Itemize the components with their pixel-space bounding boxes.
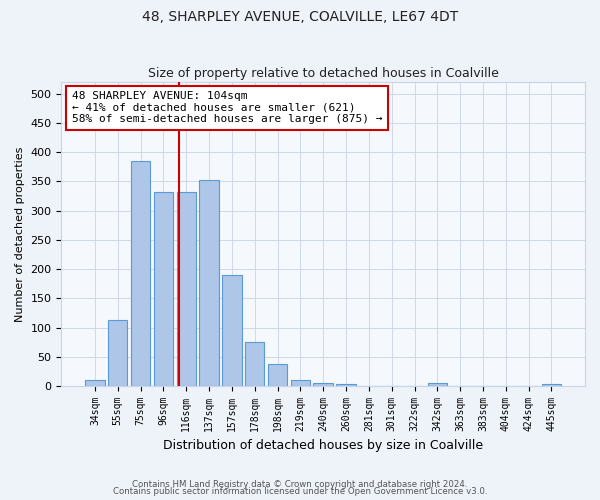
Bar (131, 161, 150, 386)
Y-axis label: Number of detached properties: Number of detached properties (15, 146, 25, 322)
Bar (290, 380, 310, 386)
Bar (85, 380, 104, 386)
Bar (154, 192, 173, 386)
Bar (313, 382, 333, 386)
Bar (222, 275, 242, 386)
Text: Contains HM Land Registry data © Crown copyright and database right 2024.: Contains HM Land Registry data © Crown c… (132, 480, 468, 489)
Title: Size of property relative to detached houses in Coalville: Size of property relative to detached ho… (148, 66, 499, 80)
Bar (268, 364, 287, 386)
Bar (176, 192, 196, 386)
Bar (245, 342, 265, 386)
Text: 48 SHARPLEY AVENUE: 104sqm
← 41% of detached houses are smaller (621)
58% of sem: 48 SHARPLEY AVENUE: 104sqm ← 41% of deta… (72, 91, 382, 124)
Bar (428, 384, 447, 386)
Bar (199, 180, 219, 386)
Text: Contains public sector information licensed under the Open Government Licence v3: Contains public sector information licen… (113, 488, 487, 496)
X-axis label: Distribution of detached houses by size in Coalville: Distribution of detached houses by size … (163, 440, 483, 452)
Bar (337, 384, 356, 386)
Bar (542, 384, 561, 386)
Text: 48, SHARPLEY AVENUE, COALVILLE, LE67 4DT: 48, SHARPLEY AVENUE, COALVILLE, LE67 4DT (142, 10, 458, 24)
Bar (108, 320, 127, 386)
